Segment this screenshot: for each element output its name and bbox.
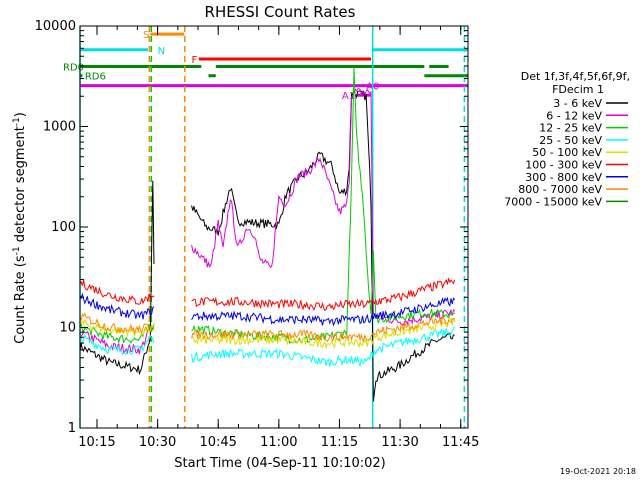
legend-label: 3 - 6 keV [553, 97, 602, 110]
series-group [79, 67, 456, 402]
chart-title: RHESSI Count Rates [205, 3, 356, 21]
x-axis: 10:15 10:30 10:45 11:00 11:15 11:30 11:45 [78, 26, 479, 450]
y-label-part3: ) [13, 112, 28, 117]
x-tick-label: 10:45 [199, 435, 236, 450]
flag-label: F [192, 55, 198, 66]
legend-label: 50 - 100 keV [532, 146, 602, 159]
series-line [79, 89, 455, 402]
y-label-sup2: -1 [12, 117, 22, 126]
y-label-part2: detector segment [13, 126, 28, 246]
flag-label: A1 [342, 91, 355, 102]
attenuator-flags: SNFRD0RD6A0A1 [63, 30, 468, 102]
y-axis: 1 10 100 1000 10000 [35, 19, 468, 436]
legend-label: 800 - 7000 keV [518, 183, 602, 196]
series-line [79, 292, 456, 327]
timestamp: 19-Oct-2021 20:18 [560, 467, 636, 476]
legend-label: 100 - 300 keV [525, 159, 602, 172]
legend: Det 1f,3f,4f,5f,6f,9f, FDecim 1 3 - 6 ke… [504, 70, 630, 208]
x-tick-label: 11:30 [381, 435, 418, 450]
flag-label: S [143, 30, 149, 41]
x-axis-label: Start Time (04-Sep-11 10:10:02) [174, 456, 385, 471]
y-label-sup1: -1 [12, 246, 22, 255]
legend-label: 25 - 50 keV [539, 134, 602, 147]
y-tick-label: 10 [59, 321, 76, 336]
y-tick-label: 1000 [43, 120, 76, 135]
x-tick-label: 11:15 [321, 435, 358, 450]
flag-label: RD6 [85, 72, 106, 83]
flag-label: RD0 [63, 63, 84, 74]
legend-header-2: FDecim 1 [552, 83, 604, 96]
y-tick-label: 1 [68, 421, 76, 436]
series-line [79, 277, 456, 312]
series-line [79, 67, 456, 345]
series-line [79, 312, 455, 343]
x-tick-label: 10:30 [139, 435, 176, 450]
x-tick-label: 11:45 [442, 435, 479, 450]
y-tick-label: 10000 [35, 19, 76, 34]
legend-label: 12 - 25 keV [539, 122, 602, 135]
legend-label: 7000 - 15000 keV [504, 195, 602, 208]
y-axis-label: Count Rate (s-1 detector segment-1) [12, 112, 28, 344]
flag-label: N [158, 46, 165, 57]
y-tick-label: 100 [51, 220, 76, 235]
x-tick-label: 11:00 [260, 435, 297, 450]
legend-label: 300 - 800 keV [525, 171, 602, 184]
x-tick-label: 10:15 [78, 435, 115, 450]
y-label-part1: Count Rate (s [13, 255, 28, 344]
series-line [79, 326, 456, 368]
legend-label: 6 - 12 keV [546, 109, 602, 122]
legend-header-1: Det 1f,3f,4f,5f,6f,9f, [521, 70, 630, 83]
